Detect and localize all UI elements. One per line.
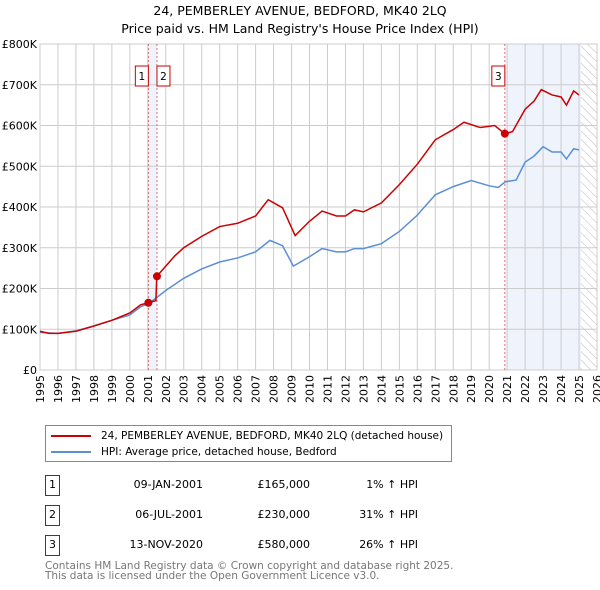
x-tick-label: 1999 [106, 375, 119, 403]
sale-point [152, 272, 161, 281]
x-tick-label: 1997 [70, 375, 83, 403]
y-tick-label: £400K [2, 201, 38, 214]
plot-border [39, 43, 598, 371]
x-tick-label: 2003 [178, 375, 191, 403]
legend-label: 24, PEMBERLEY AVENUE, BEDFORD, MK40 2LQ … [101, 430, 444, 442]
transaction-hpi-change: 31% ↑ HPI [359, 508, 418, 521]
transaction-price: £230,000 [257, 508, 311, 521]
transaction-hpi-change: 1% ↑ HPI [366, 478, 418, 491]
transaction-number: 3 [45, 535, 60, 556]
y-tick-label: £300K [2, 242, 38, 255]
x-tick-label: 2019 [465, 375, 478, 403]
transaction-price: £165,000 [257, 478, 311, 491]
x-tick-label: 2005 [214, 375, 227, 403]
footer-line: This data is licensed under the Open Gov… [45, 570, 380, 582]
transaction-hpi-change: 26% ↑ HPI [359, 538, 418, 551]
sale-label: 3 [495, 71, 502, 83]
x-tick-label: 2008 [268, 375, 281, 403]
transaction-date: 09-JAN-2001 [133, 478, 203, 491]
x-tick-label: 2013 [357, 375, 370, 403]
x-tick-label: 2007 [250, 375, 263, 403]
x-tick-label: 2006 [232, 375, 245, 403]
x-tick-label: 2011 [321, 375, 334, 403]
x-tick-label: 2020 [483, 375, 496, 403]
x-tick-label: 2025 [573, 375, 586, 403]
transaction-date: 06-JUL-2001 [135, 508, 203, 521]
transaction-price: £580,000 [257, 538, 311, 551]
x-tick-label: 1996 [52, 375, 65, 403]
sale-point [500, 129, 509, 138]
transaction-row: 1 09-JAN-2001 £165,000 1% ↑ HPI [45, 475, 465, 497]
legend-swatch [51, 451, 91, 453]
sale-point [144, 298, 153, 307]
legend-swatch [51, 435, 91, 437]
y-tick-label: £800K [2, 38, 38, 51]
x-tick-label: 2016 [411, 375, 424, 403]
x-tick-label: 2015 [393, 375, 406, 403]
footer-line: Contains HM Land Registry data © Crown c… [45, 560, 454, 572]
x-tick-label: 2012 [339, 375, 352, 403]
x-tick-label: 2014 [375, 375, 388, 403]
x-tick-label: 2022 [519, 375, 532, 403]
x-tick-label: 2002 [160, 375, 173, 403]
x-tick-label: 2021 [501, 375, 514, 403]
legend-item-hpi: HPI: Average price, detached house, Bedf… [51, 444, 337, 460]
y-tick-label: £0 [23, 364, 37, 377]
y-tick-label: £600K [2, 120, 38, 133]
sale-label-box [134, 65, 149, 87]
transaction-number: 1 [45, 475, 60, 496]
x-tick-label: 2010 [304, 375, 317, 403]
y-tick-label: £700K [2, 79, 38, 92]
legend-label: HPI: Average price, detached house, Bedf… [101, 446, 337, 458]
legend: 24, PEMBERLEY AVENUE, BEDFORD, MK40 2LQ … [45, 425, 452, 462]
transaction-row: 2 06-JUL-2001 £230,000 31% ↑ HPI [45, 505, 465, 527]
price-paid-line [39, 88, 580, 335]
x-tick-label: 2001 [142, 375, 155, 403]
x-tick-label: 2000 [124, 375, 137, 403]
legend-item-property: 24, PEMBERLEY AVENUE, BEDFORD, MK40 2LQ … [51, 428, 443, 444]
x-tick-label: 2004 [196, 375, 209, 403]
x-tick-label: 1995 [34, 375, 47, 403]
sale-label-box [491, 65, 506, 87]
chart-title: 24, PEMBERLEY AVENUE, BEDFORD, MK40 2LQ [153, 3, 447, 18]
y-tick-label: £500K [2, 160, 38, 173]
sale-label: 1 [139, 71, 146, 83]
x-tick-label: 2026 [591, 375, 600, 403]
x-tick-label: 2009 [286, 375, 299, 403]
chart-subtitle: Price paid vs. HM Land Registry's House … [121, 21, 479, 36]
y-tick-label: £200K [2, 283, 38, 296]
x-tick-label: 2024 [555, 375, 568, 403]
transaction-number: 2 [45, 505, 60, 526]
x-tick-label: 1998 [88, 375, 101, 403]
transaction-date: 13-NOV-2020 [129, 538, 203, 551]
footer: Contains HM Land Registry data © Crown c… [45, 560, 454, 582]
x-tick-label: 2018 [447, 375, 460, 403]
transaction-row: 3 13-NOV-2020 £580,000 26% ↑ HPI [45, 535, 465, 557]
sale-label: 2 [160, 71, 167, 83]
sale-label-box [156, 65, 171, 87]
x-tick-label: 2023 [537, 375, 550, 403]
plot-area: 1995 1996 1997 1998 1999 2000 2001 2002 2003 2004… [2, 38, 600, 403]
y-tick-label: £100K [2, 323, 38, 336]
x-tick-label: 2017 [429, 375, 442, 403]
